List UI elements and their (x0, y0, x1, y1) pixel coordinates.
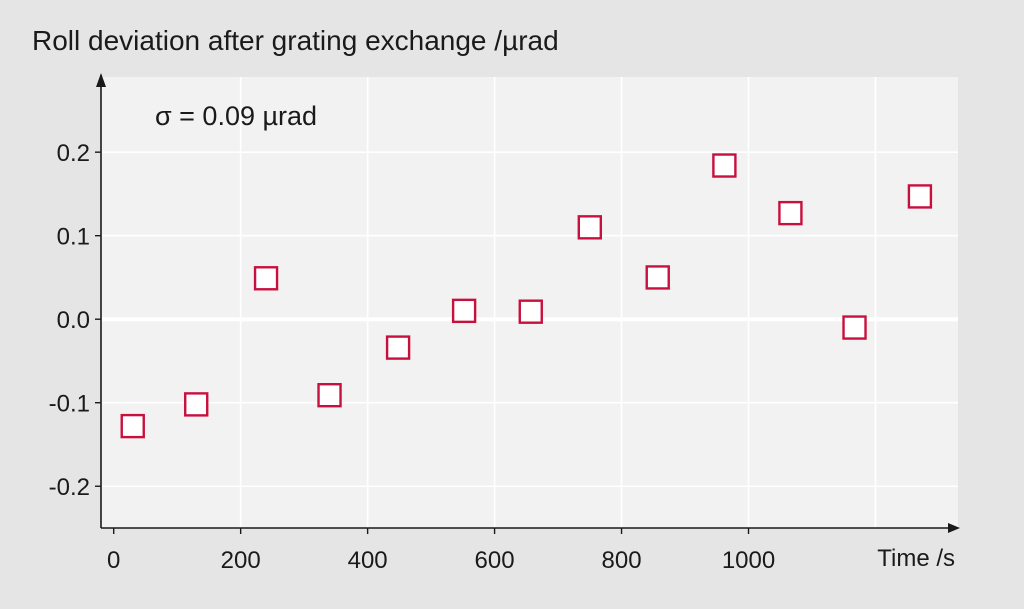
data-point (645, 265, 670, 290)
y-tick-label: 0.1 (57, 224, 90, 251)
data-point (518, 299, 543, 324)
x-axis-arrow (948, 523, 960, 533)
x-axis-label: Time /s (877, 545, 955, 572)
data-point (451, 298, 477, 324)
sigma-annotation: σ = 0.09 µrad (155, 101, 317, 131)
data-point (842, 315, 867, 340)
data-point (577, 215, 603, 240)
tick-labels: 0.2 0.1 0.0 -0.1 -0.2 0 200 400 600 800 1000 (49, 140, 776, 574)
data-point (778, 200, 803, 226)
y-axis-arrow (96, 73, 106, 87)
data-points (120, 153, 933, 439)
axes (95, 73, 960, 534)
data-point (253, 266, 279, 291)
x-tick-label: 600 (475, 547, 515, 574)
data-point (317, 383, 342, 408)
data-point (385, 335, 411, 360)
data-point (184, 392, 209, 417)
y-tick-label: 0.0 (57, 307, 90, 334)
x-tick-label: 800 (602, 547, 642, 574)
y-tick-label: 0.2 (57, 140, 90, 167)
chart-title: Roll deviation after grating exchange /µ… (32, 25, 559, 56)
x-tick-label: 400 (348, 547, 388, 574)
data-point (120, 413, 145, 439)
y-tick-label: -0.1 (49, 391, 90, 418)
data-point (907, 184, 933, 209)
x-tick-label: 200 (221, 547, 261, 574)
x-tick-label: 1000 (722, 547, 775, 574)
y-tick-label: -0.2 (49, 474, 90, 501)
data-point (712, 153, 737, 178)
x-tick-label: 0 (107, 547, 120, 574)
